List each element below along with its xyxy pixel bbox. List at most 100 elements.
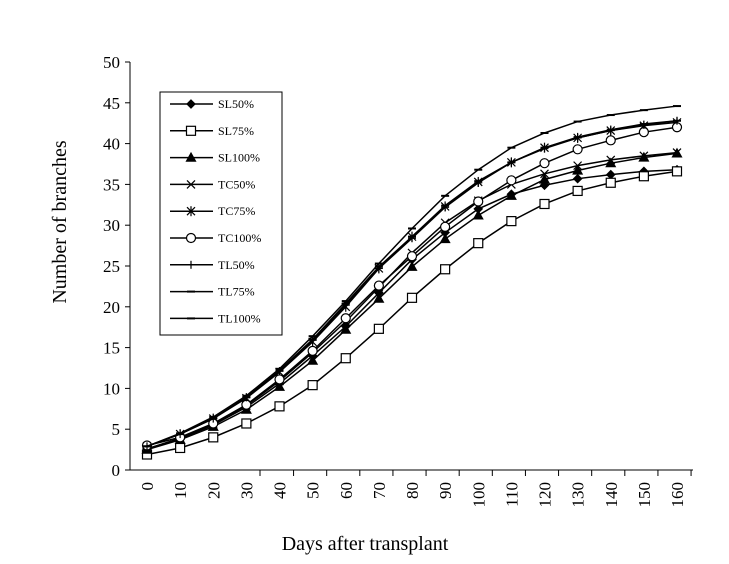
data-point [406, 292, 418, 303]
legend-label: SL75% [218, 124, 254, 138]
axes: 0 5 10 15 20 25 30 35 40 45 50 0 10 20 30 40 50 60 70 80 90 1… [103, 53, 693, 508]
x-tick-label: 20 [204, 482, 223, 499]
y-tick-label: 50 [103, 53, 120, 72]
legend-label: TL100% [218, 311, 261, 325]
y-tick-label: 40 [103, 135, 120, 154]
legend-item: TC100% [170, 231, 261, 245]
legend-marker [185, 151, 197, 162]
data-point [605, 135, 616, 146]
legend-label: SL50% [218, 97, 254, 111]
x-tick-label: 50 [304, 482, 323, 499]
x-tick-label: 0 [138, 482, 157, 491]
data-point [241, 418, 252, 429]
data-point [208, 432, 219, 443]
data-point [540, 169, 549, 179]
legend-item: TC75% [170, 204, 255, 218]
legend-item: SL75% [170, 124, 254, 138]
data-point [605, 169, 616, 180]
data-point [307, 380, 318, 391]
data-point [340, 353, 351, 364]
x-tick-label: 60 [337, 482, 356, 499]
y-tick-label: 35 [103, 175, 120, 194]
data-point [473, 238, 484, 249]
y-axis-title: Number of branches [49, 140, 71, 303]
x-tick-label: 100 [469, 482, 488, 508]
legend-item: TL75% [170, 285, 255, 299]
data-point [472, 209, 484, 220]
data-point [639, 151, 649, 161]
y-tick-label: 30 [103, 216, 120, 235]
data-point [473, 196, 484, 207]
legend-marker [185, 232, 197, 244]
y-tick-label: 45 [103, 94, 120, 113]
legend-label: SL100% [218, 151, 260, 165]
data-point [572, 185, 583, 197]
data-point [538, 173, 551, 184]
data-point [572, 144, 583, 155]
legend-marker [186, 206, 196, 217]
x-tick-label: 30 [237, 482, 256, 499]
data-point [340, 323, 352, 334]
legend-label: TL50% [218, 258, 255, 272]
data-point [274, 401, 285, 412]
x-axis-title: Days after transplant [282, 533, 449, 555]
x-tick-label: 130 [569, 482, 588, 508]
series-tc100pct [141, 122, 683, 451]
data-point [638, 127, 649, 138]
data-point [440, 264, 451, 275]
y-tick-label: 25 [103, 257, 120, 276]
y-tick-label: 5 [112, 420, 121, 439]
legend-item: SL100% [170, 151, 260, 165]
data-point [406, 261, 418, 271]
data-point [671, 166, 683, 177]
data-point [638, 151, 650, 162]
data-point [506, 175, 517, 186]
x-tick-label: 140 [602, 482, 621, 508]
x-tick-label: 90 [436, 482, 455, 499]
data-point [572, 173, 583, 184]
legend-label: TL75% [218, 285, 255, 299]
data-point [573, 161, 583, 171]
data-point [374, 264, 383, 273]
series-layer [141, 105, 683, 460]
data-point [373, 292, 385, 303]
y-tick-label: 0 [112, 461, 121, 480]
x-tick-label: 70 [370, 482, 389, 499]
data-point [606, 155, 616, 165]
legend-marker [187, 260, 195, 269]
x-tick-label: 120 [536, 482, 555, 508]
y-tick-label: 10 [103, 379, 120, 398]
legend-item: SL50% [170, 97, 254, 111]
x-tick-label: 10 [171, 482, 190, 499]
legend-marker [186, 99, 196, 109]
series-tl100pct [143, 105, 681, 448]
legend-box [159, 91, 283, 336]
data-point [605, 177, 616, 188]
data-point [572, 164, 584, 175]
legend-label: TC50% [218, 177, 255, 191]
data-point [373, 323, 384, 334]
x-tick-label: 160 [668, 482, 687, 508]
data-point [638, 171, 649, 182]
data-point [539, 198, 550, 210]
y-tick-label: 15 [103, 339, 120, 358]
data-point [505, 190, 517, 200]
data-point [175, 442, 186, 454]
x-tick-label: 150 [635, 482, 654, 508]
legend-marker [185, 125, 197, 136]
x-tick-label: 80 [403, 482, 422, 499]
legend: SL50% SL75% SL100% TC50% TC75% TC100% TL50% TL7… [159, 91, 283, 336]
legend-item: TL100% [170, 311, 261, 325]
data-point [273, 381, 286, 391]
data-point [439, 233, 451, 244]
data-point [241, 399, 252, 410]
y-tick-label: 20 [103, 298, 120, 317]
data-point [274, 374, 285, 385]
legend-item: TL50% [170, 258, 255, 272]
data-point [307, 345, 318, 356]
data-point [373, 280, 384, 291]
legend-item: TC50% [170, 177, 255, 191]
x-tick-label: 110 [502, 482, 521, 507]
data-point [506, 216, 517, 227]
